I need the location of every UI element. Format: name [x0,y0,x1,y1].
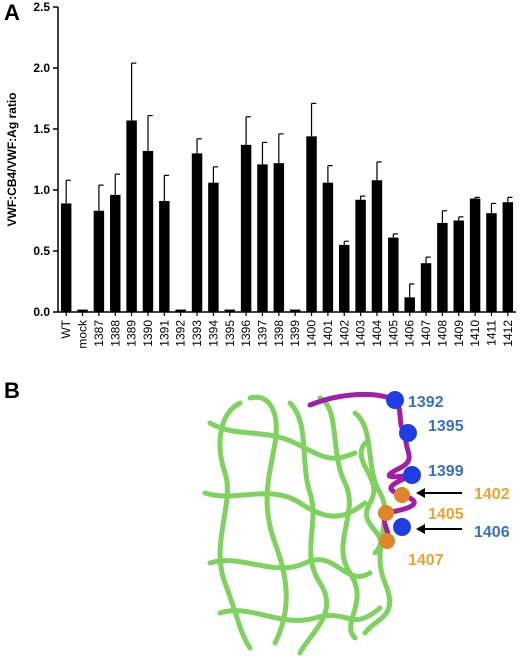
backbone-strand [217,400,253,651]
backbone-strand [202,490,368,519]
x-tick-label: 1388 [108,320,122,347]
backbone-strand [317,395,360,641]
residue-labels: 1392 1395 1399 1402 1405 1406 1407 [408,394,510,569]
bar [159,200,170,312]
bar [486,213,497,312]
label-1399: 1399 [428,463,464,480]
label-1392: 1392 [408,394,444,411]
x-tick-label: 1412 [501,320,515,347]
x-tick-label: 1395 [223,320,237,347]
x-tick-label: 1401 [321,320,335,347]
x-tick-label: 1396 [239,320,253,347]
x-tick-label: 1392 [174,320,188,347]
x-tick-label: 1399 [288,320,302,347]
bar [273,163,285,312]
y-tick-label: 2.5 [33,0,50,14]
arrowhead-1406 [416,524,425,534]
bar [175,309,186,312]
label-1395: 1395 [428,418,464,435]
backbone-strand [352,410,393,636]
y-axis-label: VWF:CB4/VWF:Ag ratio [5,93,19,227]
x-tick-label: 1409 [452,320,466,347]
residue-sphere-1402 [394,487,410,503]
residue-markers [378,391,421,549]
bar [322,182,334,312]
x-tick-label: 1411 [484,320,498,346]
x-tick-label: 1387 [92,320,106,347]
bar [502,202,514,312]
y-tick-label: 0.5 [33,244,50,258]
bar [420,263,432,312]
residue-sphere-1399 [403,466,421,484]
bar [306,136,317,312]
x-tick-label: 1394 [206,320,220,347]
bar [437,222,448,312]
x-tick-label: 1390 [141,320,155,347]
x-tick-label: 1389 [125,320,139,347]
x-tick-label: 1405 [386,320,400,347]
pointer-arrows [416,488,462,534]
backbone-strand [207,557,373,579]
x-tick-label: 1397 [255,320,269,347]
bar [257,164,268,312]
y-tick-label: 1.5 [33,122,50,136]
protein-backbone [202,391,417,656]
bar [339,244,350,312]
backbone-strand [217,605,383,623]
x-tick-label: mock [76,319,90,349]
x-tick-label: 1408 [435,320,449,347]
backbone-strand [287,400,330,656]
x-tick-label: 1407 [419,320,433,347]
bar [142,150,154,312]
x-tick-label: 1400 [305,320,319,347]
bar [404,297,415,312]
bar [355,199,366,312]
x-tick-label: 1402 [337,320,351,347]
x-tick-label: 1391 [157,320,171,347]
label-1405: 1405 [428,506,464,523]
y-tick-label: 0.0 [33,305,50,319]
bar [208,182,219,312]
bar [93,210,105,312]
x-tick-label: 1406 [403,320,417,347]
bar [240,144,252,312]
backbone-strand [247,394,289,646]
bar [110,194,121,312]
bar [191,153,203,312]
arrowhead-1402 [416,488,425,498]
bar [224,309,235,312]
panel-a-label: A [4,0,20,25]
bar [371,180,383,312]
backbone-strand [207,420,358,461]
x-tick-label: 1398 [272,320,286,347]
bar [77,309,88,312]
y-tick-label: 2.0 [33,61,50,75]
loop-segment [307,391,398,408]
panel-b-label: B [4,378,20,403]
x-tick-label: 1403 [354,320,368,347]
bar [469,198,481,312]
residue-sphere-1395 [399,424,417,442]
protein-structure-image: 1392 1395 1399 1402 1405 1406 1407 [202,391,510,656]
residue-sphere-1405 [378,505,394,521]
x-tick-label: 1393 [190,320,204,347]
x-tick-label: 1404 [370,320,384,347]
bar [60,203,72,312]
bar-chart: 0.0 0.5 1.0 1.5 2.0 2.5 VWF:CB4/VWF:Ag ratio WT… [5,0,516,349]
residue-sphere-1406 [393,518,411,536]
x-tick-label: WT [59,319,73,338]
bar [388,237,399,312]
label-1402: 1402 [474,486,510,503]
y-tick-label: 1.0 [33,183,50,197]
residue-sphere-1407 [379,533,395,549]
x-tick-label: 1410 [468,320,482,347]
bar [453,220,464,312]
label-1406: 1406 [474,524,510,541]
bar [126,120,137,313]
label-1407: 1407 [408,552,444,569]
bar [289,309,301,312]
residue-sphere-1392 [386,391,404,409]
loop-segment [386,430,415,480]
